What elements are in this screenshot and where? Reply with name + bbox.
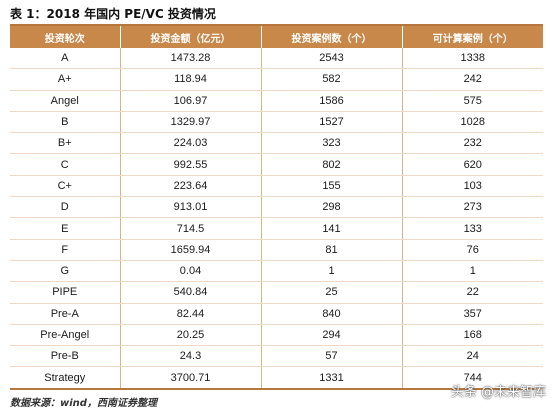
table-row: F 1659.94 81 76 <box>10 239 543 261</box>
cell-amount: 992.55 <box>119 153 261 176</box>
cell-computable-cases: 168 <box>401 324 543 347</box>
cell-case-count: 1 <box>260 260 402 283</box>
cell-amount: 20.25 <box>119 324 261 347</box>
cell-case-count: 155 <box>260 175 402 198</box>
cell-round: G <box>10 260 120 283</box>
cell-computable-cases: 22 <box>401 281 543 304</box>
cell-round: E <box>10 217 120 240</box>
cell-case-count: 1331 <box>260 366 402 388</box>
cell-round: PIPE <box>10 281 120 304</box>
cell-round: C+ <box>10 175 120 198</box>
table-title: 表 1：2018 年国内 PE/VC 投资情况 <box>10 7 216 21</box>
cell-case-count: 1586 <box>260 90 402 112</box>
cell-case-count: 298 <box>260 196 402 219</box>
cell-case-count: 2543 <box>260 48 402 70</box>
cell-computable-cases: 357 <box>401 303 543 325</box>
cell-amount: 118.94 <box>119 68 261 91</box>
header-computable-cases: 可计算案例（个） <box>401 26 543 48</box>
cell-amount: 82.44 <box>119 303 261 325</box>
cell-computable-cases: 575 <box>401 90 543 112</box>
table-row: A 1473.28 2543 1338 <box>10 48 543 70</box>
cell-round: Pre-B <box>10 345 120 368</box>
cell-round: Strategy <box>44 371 86 384</box>
cell-amount: 540.84 <box>119 281 261 304</box>
cell-computable-cases: 76 <box>401 239 543 261</box>
header-round: 投资轮次 <box>10 26 120 48</box>
table-row: A+ 118.94 582 242 <box>10 68 543 91</box>
cell-amount: 0.04 <box>119 260 261 283</box>
table-row: Pre-Angel 20.25 294 168 <box>10 324 543 347</box>
cell-round: D <box>10 196 120 219</box>
cell-round: A <box>10 48 120 70</box>
cell-computable-cases: 744 <box>401 366 543 388</box>
cell-case-count: 1527 <box>260 111 402 134</box>
cell-amount: 24.3 <box>119 345 261 368</box>
cell-computable-cases: 620 <box>401 153 543 176</box>
cell-round: B+ <box>10 132 120 155</box>
cell-case-count: 141 <box>260 217 402 240</box>
cell-computable-cases: 242 <box>401 68 543 91</box>
cell-round: Pre-A <box>10 303 120 325</box>
table-row: E 714.5 141 133 <box>10 217 543 240</box>
table-row: D 913.01 298 273 <box>10 196 543 219</box>
data-table-container: 投资轮次 投资金额（亿元） 投资案例数（个） 可计算案例（个） A 1473.28… <box>10 24 543 390</box>
cell-case-count: 802 <box>260 153 402 176</box>
cell-round: Pre-Angel <box>10 324 120 347</box>
cell-computable-cases: 232 <box>401 132 543 155</box>
cell-computable-cases: 24 <box>401 345 543 368</box>
cell-amount: 223.64 <box>119 175 261 198</box>
cell-computable-cases: 1028 <box>401 111 543 134</box>
table-row: Pre-B 24.3 57 24 <box>10 345 543 368</box>
table-row: C+ 223.64 155 103 <box>10 175 543 198</box>
cell-round: C <box>10 153 120 176</box>
cell-round: Angel <box>10 90 120 112</box>
cell-amount: 3700.71 <box>119 366 261 388</box>
cell-case-count: 582 <box>260 68 402 91</box>
cell-case-count: 294 <box>260 324 402 347</box>
table-row: G 0.04 1 1 <box>10 260 543 283</box>
table-header-row: 投资轮次 投资金额（亿元） 投资案例数（个） 可计算案例（个） <box>10 26 543 48</box>
cell-round: F <box>10 239 120 261</box>
cell-case-count: 25 <box>260 281 402 304</box>
source-note: 数据来源：wind，西南证券整理 <box>10 398 157 409</box>
table-body: A 1473.28 2543 1338 A+ 118.94 582 242 Angel 106.9… <box>10 48 543 388</box>
cell-amount: 1659.94 <box>119 239 261 261</box>
cell-amount: 106.97 <box>119 90 261 112</box>
investment-table: 投资轮次 投资金额（亿元） 投资案例数（个） 可计算案例（个） A 1473.28… <box>10 26 543 388</box>
cell-computable-cases: 1 <box>401 260 543 283</box>
cell-amount: 714.5 <box>119 217 261 240</box>
table-row: C 992.55 802 620 <box>10 153 543 176</box>
table-row: B+ 224.03 323 232 <box>10 132 543 155</box>
cell-amount: 913.01 <box>119 196 261 219</box>
table-row: Angel 106.97 1586 575 <box>10 90 543 112</box>
cell-case-count: 840 <box>260 303 402 325</box>
cell-case-count: 323 <box>260 132 402 155</box>
table-row: B 1329.97 1527 1028 <box>10 111 543 134</box>
cell-computable-cases: 103 <box>401 175 543 198</box>
cell-case-count: 81 <box>260 239 402 261</box>
cell-round: B <box>10 111 120 134</box>
cell-computable-cases: 273 <box>401 196 543 219</box>
cell-amount: 224.03 <box>119 132 261 155</box>
cell-case-count: 57 <box>260 345 402 368</box>
table-row: Pre-A 82.44 840 357 <box>10 303 543 325</box>
cell-round: A+ <box>10 68 120 91</box>
cell-amount: 1329.97 <box>119 111 261 134</box>
table-row: PIPE 540.84 25 22 <box>10 281 543 304</box>
cell-computable-cases: 133 <box>401 217 543 240</box>
watermark: 头条 @未来智库 <box>450 385 546 400</box>
cell-computable-cases: 1338 <box>401 48 543 70</box>
cell-amount: 1473.28 <box>119 48 261 70</box>
header-case-count: 投资案例数（个） <box>260 26 402 48</box>
header-amount: 投资金额（亿元） <box>119 26 261 48</box>
table-row: Strategy 3700.71 1331 744 <box>10 366 543 388</box>
